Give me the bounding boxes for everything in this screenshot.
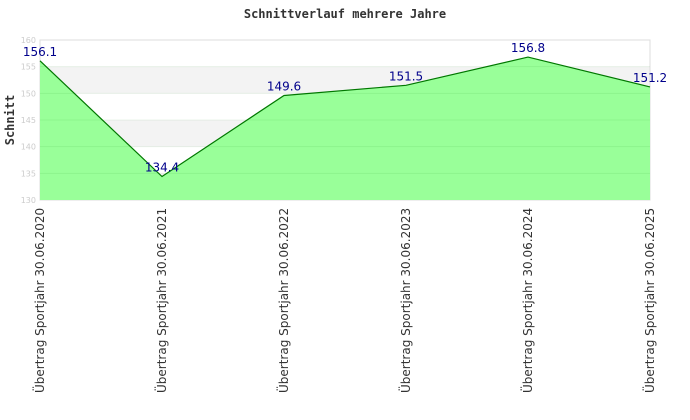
area-fill xyxy=(40,57,650,200)
band xyxy=(40,40,650,67)
data-label: 134.4 xyxy=(145,161,179,175)
data-label: 149.6 xyxy=(267,79,301,93)
data-label: 151.2 xyxy=(633,71,667,85)
y-tick-label: 135 xyxy=(21,169,36,178)
y-tick-label: 130 xyxy=(21,196,36,205)
x-tick-label: Übertrag Sportjahr 30.06.2020 xyxy=(31,208,47,393)
x-tick-label: Übertrag Sportjahr 30.06.2025 xyxy=(641,208,657,393)
y-tick-label: 145 xyxy=(21,116,36,125)
x-tick-label: Übertrag Sportjahr 30.06.2023 xyxy=(397,208,413,393)
x-tick-label: Übertrag Sportjahr 30.06.2022 xyxy=(275,208,291,393)
x-tick-label: Übertrag Sportjahr 30.06.2024 xyxy=(519,208,535,393)
data-label: 156.1 xyxy=(23,45,57,59)
y-axis-label: Schnitt xyxy=(3,95,17,146)
data-label: 156.8 xyxy=(511,41,545,55)
y-tick-label: 155 xyxy=(21,63,36,72)
x-tick-label: Übertrag Sportjahr 30.06.2021 xyxy=(153,208,169,393)
chart-title: Schnittverlauf mehrere Jahre xyxy=(244,7,446,21)
series-line xyxy=(39,56,651,178)
y-tick-label: 140 xyxy=(21,143,36,152)
y-tick-label: 160 xyxy=(21,36,36,45)
data-label: 151.5 xyxy=(389,69,423,83)
y-tick-label: 150 xyxy=(21,89,36,98)
